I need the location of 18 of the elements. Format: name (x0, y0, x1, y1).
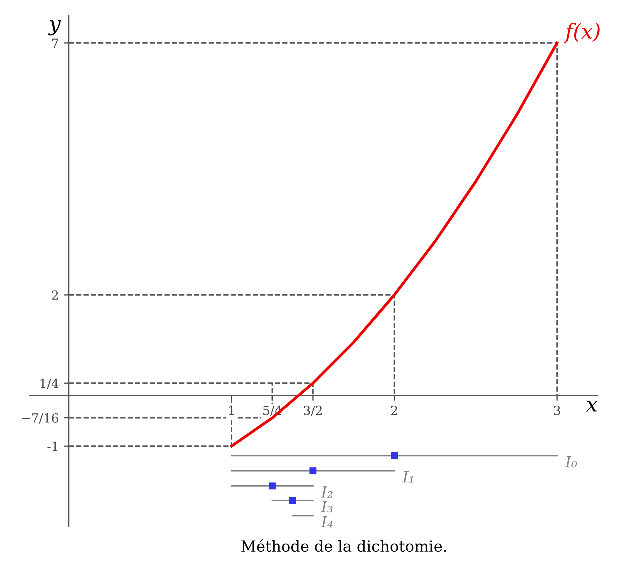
y-tick-label: -1 (48, 442, 58, 452)
x-axis-title: x (586, 400, 598, 412)
series-label: I₄ (321, 516, 333, 528)
x-tick-label: 1 (229, 406, 234, 416)
x-tick-label: 3 (554, 406, 560, 416)
series-label: I₁ (402, 472, 414, 483)
y-tick-label: 7 (52, 38, 58, 48)
series-label: I₀ (565, 456, 578, 468)
series-label: f(x) (564, 23, 600, 44)
y-tick-label: 2 (52, 290, 58, 300)
x-tick-label: 2 (391, 406, 398, 416)
y-tick-label: 1/4 (40, 378, 59, 390)
series-label: I₂ (321, 486, 333, 498)
series-label: I₃ (321, 501, 333, 513)
y-axis-title: y (48, 20, 62, 36)
y-tick-label: −7/16 (22, 413, 59, 424)
x-tick-label: 3/2 (304, 406, 322, 416)
text: Méthode de la dichotomie. (242, 540, 446, 552)
